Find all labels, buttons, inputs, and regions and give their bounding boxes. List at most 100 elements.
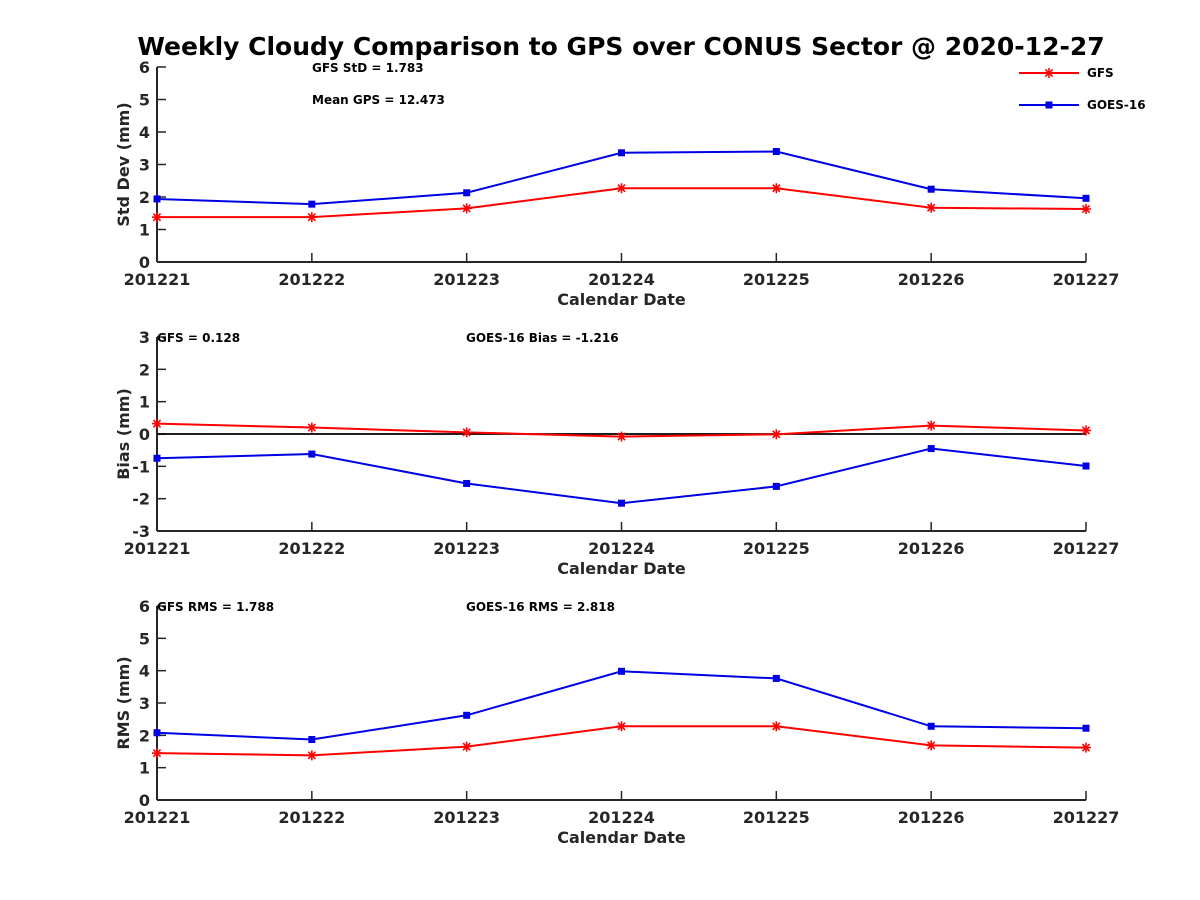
data-point bbox=[308, 450, 316, 458]
data-point bbox=[153, 729, 161, 737]
data-point bbox=[616, 721, 627, 732]
data-point bbox=[306, 422, 317, 433]
data-point bbox=[463, 189, 471, 197]
x-axis-label: Calendar Date bbox=[557, 559, 686, 578]
x-tick-label: 201221 bbox=[124, 270, 191, 289]
y-tick-label: 5 bbox=[139, 629, 150, 648]
y-tick-label: 0 bbox=[139, 425, 150, 444]
x-tick-label: 201224 bbox=[588, 808, 655, 827]
data-point bbox=[152, 212, 162, 223]
x-axis-label: Calendar Date bbox=[557, 828, 686, 847]
data-point bbox=[1081, 742, 1091, 753]
data-point bbox=[618, 499, 625, 507]
data-point bbox=[616, 431, 627, 442]
x-tick-label: 201222 bbox=[278, 270, 345, 289]
legend-marker bbox=[1045, 101, 1053, 109]
x-tick-label: 201223 bbox=[433, 539, 500, 558]
data-point bbox=[152, 418, 162, 429]
x-tick-label: 201225 bbox=[743, 808, 810, 827]
legend-label: GOES-16 bbox=[1087, 98, 1146, 112]
data-point bbox=[1082, 194, 1090, 202]
data-point bbox=[308, 736, 316, 744]
data-point bbox=[618, 667, 625, 675]
y-tick-label: 6 bbox=[139, 597, 150, 616]
y-tick-label: 1 bbox=[139, 221, 150, 240]
data-point bbox=[772, 148, 780, 155]
data-point bbox=[461, 427, 472, 438]
x-tick-label: 201222 bbox=[278, 808, 345, 827]
x-tick-label: 201226 bbox=[898, 539, 965, 558]
data-point bbox=[1082, 724, 1090, 732]
y-axis-label: Bias (mm) bbox=[114, 388, 133, 480]
x-tick-label: 201227 bbox=[1053, 539, 1120, 558]
data-point bbox=[152, 748, 162, 759]
x-tick-label: 201221 bbox=[124, 808, 191, 827]
data-point bbox=[772, 482, 780, 490]
x-tick-label: 201223 bbox=[433, 808, 500, 827]
panel-2: -3 -2 -1 0 1 2 3 201221 201222 201223 201224 201225… bbox=[114, 328, 1119, 578]
x-tick-label: 201223 bbox=[433, 270, 500, 289]
data-point bbox=[463, 479, 471, 487]
y-tick-label: 1 bbox=[139, 393, 150, 412]
data-point bbox=[461, 203, 472, 214]
panel-1: 0 1 2 3 4 5 6 201221 201222 201223 201224 201225 201… bbox=[114, 58, 1119, 309]
x-tick-label: 201227 bbox=[1053, 808, 1120, 827]
y-tick-label: 2 bbox=[139, 726, 150, 745]
annotation: GFS = 0.128 bbox=[157, 331, 240, 345]
x-axis-label: Calendar Date bbox=[557, 290, 686, 309]
data-point bbox=[927, 185, 935, 193]
annotation: GFS RMS = 1.788 bbox=[157, 600, 274, 614]
y-tick-label: 5 bbox=[139, 91, 150, 110]
y-tick-label: 2 bbox=[139, 188, 150, 207]
data-point bbox=[771, 721, 782, 732]
data-point bbox=[308, 200, 316, 208]
x-tick-label: 201224 bbox=[588, 539, 655, 558]
data-point bbox=[926, 202, 937, 213]
chart-title: Weekly Cloudy Comparison to GPS over CON… bbox=[137, 32, 1104, 61]
y-tick-label: 1 bbox=[139, 759, 150, 778]
y-axis-label: Std Dev (mm) bbox=[114, 102, 133, 226]
legend: GFS GOES-16 bbox=[1019, 66, 1146, 112]
data-point bbox=[927, 722, 935, 730]
panel-3: 0 1 2 3 4 5 6 201221 201222 201223 201224 201225 201… bbox=[114, 597, 1119, 847]
y-axis-label: RMS (mm) bbox=[114, 656, 133, 749]
x-tick-label: 201221 bbox=[124, 539, 191, 558]
annotation: GOES-16 RMS = 2.818 bbox=[466, 600, 615, 614]
annotation: Mean GPS = 12.473 bbox=[312, 93, 445, 107]
y-tick-label: -2 bbox=[132, 490, 150, 509]
x-tick-label: 201225 bbox=[743, 270, 810, 289]
data-point bbox=[461, 741, 472, 752]
data-point bbox=[1081, 204, 1091, 215]
data-point bbox=[153, 195, 161, 203]
data-point bbox=[618, 149, 625, 157]
y-tick-label: 0 bbox=[139, 253, 150, 272]
x-tick-label: 201226 bbox=[898, 270, 965, 289]
y-tick-label: 4 bbox=[139, 123, 150, 142]
data-point bbox=[771, 429, 782, 440]
data-point bbox=[771, 183, 782, 194]
x-tick-label: 201222 bbox=[278, 539, 345, 558]
legend-entry-goes-16: GOES-16 bbox=[1019, 98, 1146, 112]
data-point bbox=[926, 420, 937, 431]
x-tick-label: 201227 bbox=[1053, 270, 1120, 289]
y-tick-label: 2 bbox=[139, 360, 150, 379]
data-point bbox=[1081, 425, 1091, 436]
legend-entry-gfs: GFS bbox=[1019, 66, 1114, 80]
annotation: GFS StD = 1.783 bbox=[312, 61, 424, 75]
series-line-goes-16 bbox=[156, 150, 1087, 206]
y-tick-label: -1 bbox=[132, 457, 150, 476]
y-tick-label: 3 bbox=[139, 156, 150, 175]
data-point bbox=[153, 454, 161, 462]
data-point bbox=[926, 740, 937, 751]
y-tick-label: 0 bbox=[139, 791, 150, 810]
data-point bbox=[463, 711, 471, 719]
data-point bbox=[306, 212, 317, 223]
y-tick-label: 3 bbox=[139, 328, 150, 347]
y-tick-label: 3 bbox=[139, 694, 150, 713]
y-tick-label: 6 bbox=[139, 58, 150, 77]
data-point bbox=[616, 183, 627, 194]
legend-marker bbox=[1044, 68, 1054, 78]
annotation: GOES-16 Bias = -1.216 bbox=[466, 331, 619, 345]
